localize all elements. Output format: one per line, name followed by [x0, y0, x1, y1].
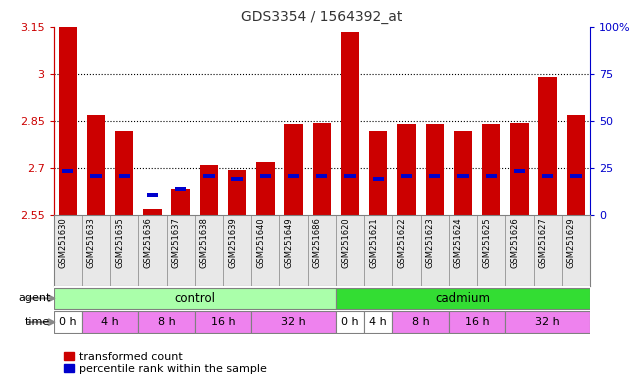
Text: GSM251620: GSM251620 [341, 218, 350, 268]
Bar [195, 311, 251, 333]
Text: GSM251621: GSM251621 [369, 218, 378, 268]
Bar [90, 174, 102, 178]
Bar [392, 311, 449, 333]
Bar [172, 189, 190, 215]
Text: GSM251627: GSM251627 [539, 218, 548, 268]
Bar [510, 123, 529, 215]
Text: GSM251686: GSM251686 [313, 218, 322, 268]
Text: GSM251637: GSM251637 [172, 218, 180, 268]
Bar [59, 27, 77, 215]
Bar [87, 115, 105, 215]
Bar [62, 169, 73, 174]
Text: GSM251622: GSM251622 [398, 218, 406, 268]
Bar [429, 174, 440, 178]
Text: GSM251638: GSM251638 [200, 218, 209, 268]
Bar [398, 124, 416, 215]
Text: 4 h: 4 h [101, 317, 119, 327]
Text: GSM251630: GSM251630 [59, 218, 68, 268]
Bar [457, 174, 469, 178]
Legend: transformed count, percentile rank within the sample: transformed count, percentile rank withi… [59, 347, 271, 379]
Bar [54, 311, 82, 333]
Text: control: control [174, 292, 215, 305]
Text: 0 h: 0 h [59, 317, 76, 327]
Bar [115, 131, 133, 215]
Bar [567, 115, 585, 215]
Bar [232, 177, 243, 181]
Title: GDS3354 / 1564392_at: GDS3354 / 1564392_at [241, 10, 403, 25]
Text: 32 h: 32 h [535, 317, 560, 327]
Text: GSM251635: GSM251635 [115, 218, 124, 268]
Bar [454, 131, 472, 215]
Bar [200, 165, 218, 215]
Bar [312, 123, 331, 215]
Bar [485, 174, 497, 178]
Bar [401, 174, 412, 178]
Bar [538, 77, 557, 215]
Text: GSM251624: GSM251624 [454, 218, 463, 268]
Text: 4 h: 4 h [369, 317, 387, 327]
Bar [260, 174, 271, 178]
Bar [542, 174, 553, 178]
Text: GSM251629: GSM251629 [567, 218, 576, 268]
Bar [336, 288, 590, 309]
Bar [316, 174, 327, 178]
Bar [256, 162, 274, 215]
Text: GSM251626: GSM251626 [510, 218, 519, 268]
Bar [147, 193, 158, 197]
Bar [570, 174, 582, 178]
Text: cadmium: cadmium [435, 292, 490, 305]
Bar [288, 174, 299, 178]
Bar [203, 174, 215, 178]
Text: 8 h: 8 h [158, 317, 175, 327]
Text: GSM251633: GSM251633 [87, 218, 96, 268]
Bar [449, 311, 505, 333]
Text: 0 h: 0 h [341, 317, 359, 327]
Text: GSM251625: GSM251625 [482, 218, 491, 268]
Bar [54, 288, 336, 309]
Bar [175, 187, 186, 191]
Bar [369, 131, 387, 215]
Bar [138, 311, 195, 333]
Text: GSM251640: GSM251640 [256, 218, 266, 268]
Text: 32 h: 32 h [281, 317, 306, 327]
Text: 16 h: 16 h [465, 317, 490, 327]
Bar [119, 174, 130, 178]
Bar [482, 124, 500, 215]
Text: GSM251623: GSM251623 [426, 218, 435, 268]
Text: GSM251636: GSM251636 [143, 218, 153, 268]
Text: 16 h: 16 h [211, 317, 235, 327]
Bar [373, 177, 384, 181]
Bar [514, 169, 525, 174]
Bar [285, 124, 303, 215]
Text: GSM251639: GSM251639 [228, 218, 237, 268]
Text: GSM251649: GSM251649 [285, 218, 293, 268]
Bar [336, 311, 364, 333]
Text: time: time [25, 317, 50, 327]
Bar [505, 311, 590, 333]
Bar [364, 311, 392, 333]
Bar [82, 311, 138, 333]
Bar [341, 31, 359, 215]
Bar [143, 209, 162, 215]
Bar [251, 311, 336, 333]
Text: 8 h: 8 h [412, 317, 430, 327]
Bar [228, 170, 246, 215]
Text: agent: agent [18, 293, 50, 303]
Bar [345, 174, 356, 178]
Bar [425, 124, 444, 215]
